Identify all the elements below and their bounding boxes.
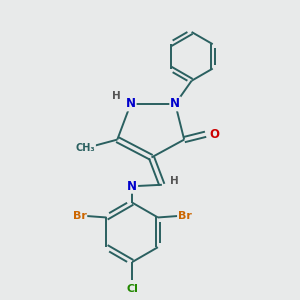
Text: N: N bbox=[127, 180, 137, 193]
Text: H: H bbox=[112, 91, 121, 100]
Text: CH₃: CH₃ bbox=[76, 142, 95, 153]
Text: Br: Br bbox=[178, 211, 192, 221]
Text: Br: Br bbox=[73, 211, 87, 221]
Text: N: N bbox=[170, 98, 180, 110]
Text: H: H bbox=[170, 176, 179, 186]
Text: O: O bbox=[209, 128, 220, 141]
Text: N: N bbox=[126, 98, 136, 110]
Text: Cl: Cl bbox=[126, 284, 138, 294]
